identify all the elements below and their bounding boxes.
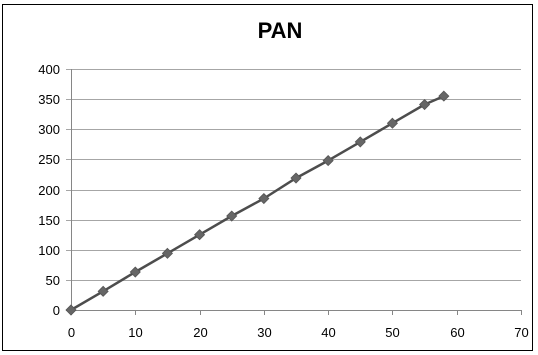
y-tick-label: 200 <box>38 183 60 198</box>
data-point-diamond <box>226 210 238 222</box>
x-tick-label: 70 <box>514 325 528 340</box>
data-point-diamond <box>322 155 334 167</box>
x-tick-label: 40 <box>321 325 335 340</box>
x-tick-label: 60 <box>450 325 464 340</box>
series-group <box>65 90 450 316</box>
data-point-diamond <box>386 117 398 129</box>
chart-frame <box>2 4 533 351</box>
y-axis-ticks: 0 50 100 150 200 250 300 350 400 <box>38 62 60 318</box>
y-tick-label: 400 <box>38 62 60 77</box>
data-point-diamond <box>161 247 173 259</box>
chart-title: PAN <box>258 18 303 43</box>
data-point-diamond <box>129 266 141 278</box>
x-tick-label: 50 <box>385 325 399 340</box>
series-line <box>70 94 445 312</box>
data-point-diamond <box>65 304 77 316</box>
x-tick-label: 30 <box>257 325 271 340</box>
y-tick-label: 50 <box>46 273 60 288</box>
y-tick-label: 150 <box>38 213 60 228</box>
x-tick-label: 0 <box>68 325 75 340</box>
data-point-diamond <box>419 98 431 111</box>
y-tick-label: 0 <box>53 303 60 318</box>
x-axis-ticks: 0 10 20 30 40 50 60 70 <box>68 310 529 340</box>
data-point-diamond <box>97 285 109 297</box>
x-tick-label: 10 <box>128 325 142 340</box>
y-tick-label: 250 <box>38 152 60 167</box>
data-point-diamond <box>194 229 206 241</box>
data-point-diamond <box>354 136 366 148</box>
data-point-diamond <box>290 172 302 184</box>
data-point-diamond <box>438 90 450 102</box>
y-tick-label: 300 <box>38 122 60 137</box>
data-point-diamond <box>258 192 270 205</box>
x-tick-label: 20 <box>193 325 207 340</box>
axes <box>66 69 521 315</box>
y-tick-label: 350 <box>38 92 60 107</box>
y-tick-label: 100 <box>38 243 60 258</box>
